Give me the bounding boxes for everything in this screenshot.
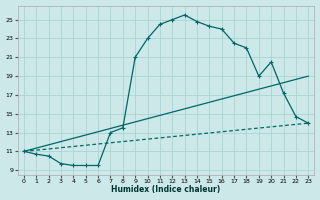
X-axis label: Humidex (Indice chaleur): Humidex (Indice chaleur) [111,185,221,194]
